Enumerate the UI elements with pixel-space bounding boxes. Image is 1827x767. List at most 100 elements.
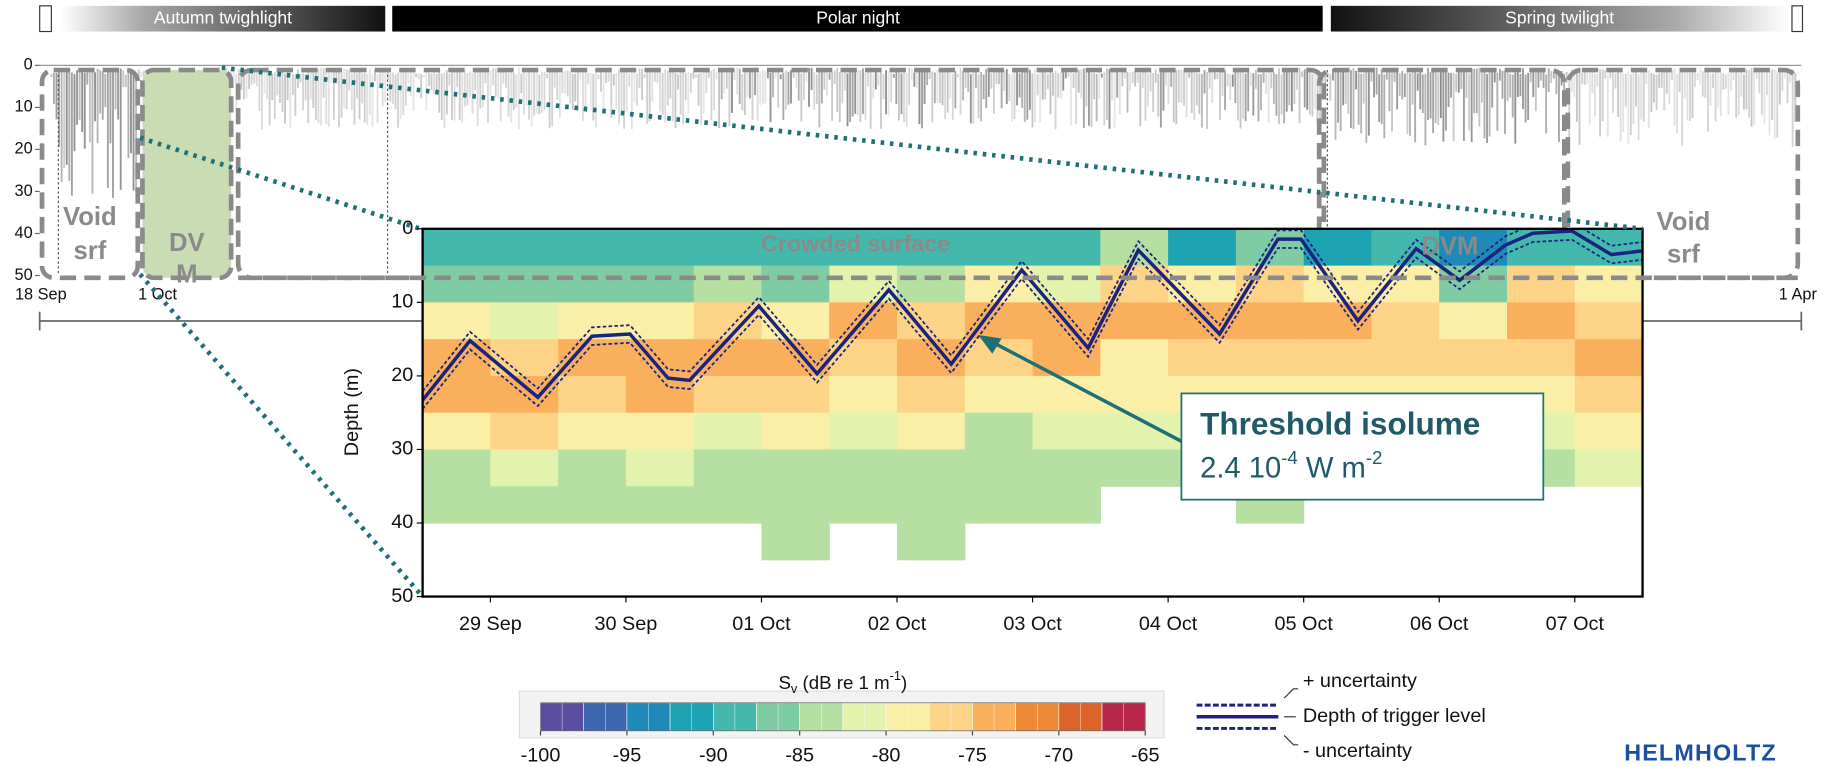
heatmap-cell <box>1235 339 1305 377</box>
x-tick-label: 03 Oct <box>1003 613 1062 635</box>
logo: HELMHOLTZ <box>1624 739 1777 765</box>
heatmap-cell <box>897 449 966 487</box>
heatmap-cell <box>964 228 1034 267</box>
heatmap-cell <box>1574 302 1643 340</box>
overview-y-tick-label: 30 <box>15 182 33 200</box>
heatmap-cell <box>422 228 491 267</box>
heatmap-cell <box>693 449 763 487</box>
annotation-box <box>1180 392 1545 501</box>
y-tick-label: 30 <box>391 438 413 460</box>
heatmap-cell <box>761 375 830 414</box>
heatmap-cell <box>1100 412 1169 451</box>
region-label: M <box>176 260 197 288</box>
phase-marker <box>39 5 52 33</box>
heatmap-cell <box>422 412 491 451</box>
heatmap-cell <box>422 302 491 340</box>
heatmap-cell <box>490 412 559 451</box>
heatmap-cell <box>490 228 559 267</box>
heatmap-cell <box>1100 449 1169 487</box>
annotation-part: -2 <box>1366 447 1383 468</box>
heatmap-cell <box>625 228 695 267</box>
heatmap-cell <box>625 302 695 340</box>
date-label: 18 Sep <box>15 286 67 304</box>
heatmap-cell <box>490 449 559 487</box>
region-label: Void <box>63 203 117 231</box>
region-label: DVM <box>1421 232 1478 260</box>
heatmap-cell <box>1371 339 1440 377</box>
heatmap-cell <box>1574 228 1643 267</box>
colorbar-tick-label: -95 <box>613 745 642 767</box>
heatmap-cell <box>1574 339 1643 377</box>
heatmap-cell <box>558 412 627 451</box>
region-box <box>1565 67 1801 281</box>
heatmap-cell <box>1168 339 1237 377</box>
colorbar-tick-label: -100 <box>521 745 561 767</box>
x-tick-label: 02 Oct <box>868 613 927 635</box>
heatmap-cell <box>829 449 898 487</box>
colorbar-title-part: v <box>791 681 798 696</box>
heatmap-cell <box>897 523 966 561</box>
heatmap-cell <box>1439 302 1508 340</box>
zoom-line <box>139 135 421 232</box>
heatmap-cell <box>964 486 1034 524</box>
region-label: Void <box>1657 208 1711 236</box>
heatmap-cell <box>761 486 830 524</box>
zoom-line <box>138 272 425 599</box>
region-label: srf <box>1667 240 1700 268</box>
legend: + uncertainty Depth of trigger level - unc… <box>1196 670 1486 762</box>
heatmap-cell <box>1574 412 1643 451</box>
heatmap-cell <box>897 302 966 340</box>
heatmap-cell <box>829 228 898 267</box>
region-box <box>39 67 141 281</box>
heatmap-cell <box>897 412 966 451</box>
region-box <box>140 67 234 281</box>
x-tick-label: 29 Sep <box>459 613 522 635</box>
heatmap-cell <box>829 486 898 524</box>
heatmap-cell <box>558 375 627 414</box>
heatmap-cell <box>1506 339 1576 377</box>
heatmap-cell <box>693 375 763 414</box>
x-tick-label: 07 Oct <box>1546 613 1605 635</box>
heatmap-cell <box>558 449 627 487</box>
heatmap-cell <box>1032 412 1101 451</box>
heatmap-cell <box>490 265 559 303</box>
isolume-line <box>422 228 1643 392</box>
isolume-lines <box>422 228 1643 410</box>
phase-bar <box>60 5 386 32</box>
heatmap-cell <box>490 486 559 524</box>
y-tick-label: 40 <box>391 511 413 533</box>
heatmap-cell <box>422 486 491 524</box>
x-tick-label: 01 Oct <box>732 613 791 635</box>
heatmap-cell <box>761 523 830 561</box>
heatmap-cell <box>829 375 898 414</box>
heatmap-cell <box>1100 339 1169 377</box>
heatmap-cell <box>1168 265 1237 303</box>
legend-bracket <box>1283 735 1299 746</box>
legend-bracket <box>1283 688 1299 699</box>
heatmap-cell <box>829 412 898 451</box>
x-tick-label: 06 Oct <box>1410 613 1469 635</box>
date-label: 1 Oct <box>138 286 177 304</box>
colorbar-tick-label: -70 <box>1045 745 1074 767</box>
heatmap-cell <box>625 375 695 414</box>
heatmap-cell <box>422 265 491 303</box>
colorbar-tick-label: -65 <box>1131 745 1160 767</box>
heatmap-cell <box>1506 265 1576 303</box>
heatmap-cell <box>1303 339 1373 377</box>
colorbar-tick-label: -80 <box>872 745 901 767</box>
heatmap-cell <box>422 375 491 414</box>
region-label: DV <box>169 229 205 257</box>
heatmap-cell <box>829 265 898 303</box>
heatmap-cell <box>693 228 763 267</box>
heatmap-cell <box>1506 302 1576 340</box>
heatmap-cell <box>964 412 1034 451</box>
annotation-arrowhead <box>978 335 1002 354</box>
annotation-title: Threshold isolume <box>1200 405 1480 441</box>
heatmap-cell <box>1100 375 1169 414</box>
x-tick-label: 30 Sep <box>594 613 657 635</box>
colorbar-tick-label: -75 <box>958 745 987 767</box>
heatmap-cell <box>761 265 830 303</box>
heatmap-cell <box>761 412 830 451</box>
colorbar-border <box>540 702 1146 732</box>
heatmap-cell <box>964 375 1034 414</box>
